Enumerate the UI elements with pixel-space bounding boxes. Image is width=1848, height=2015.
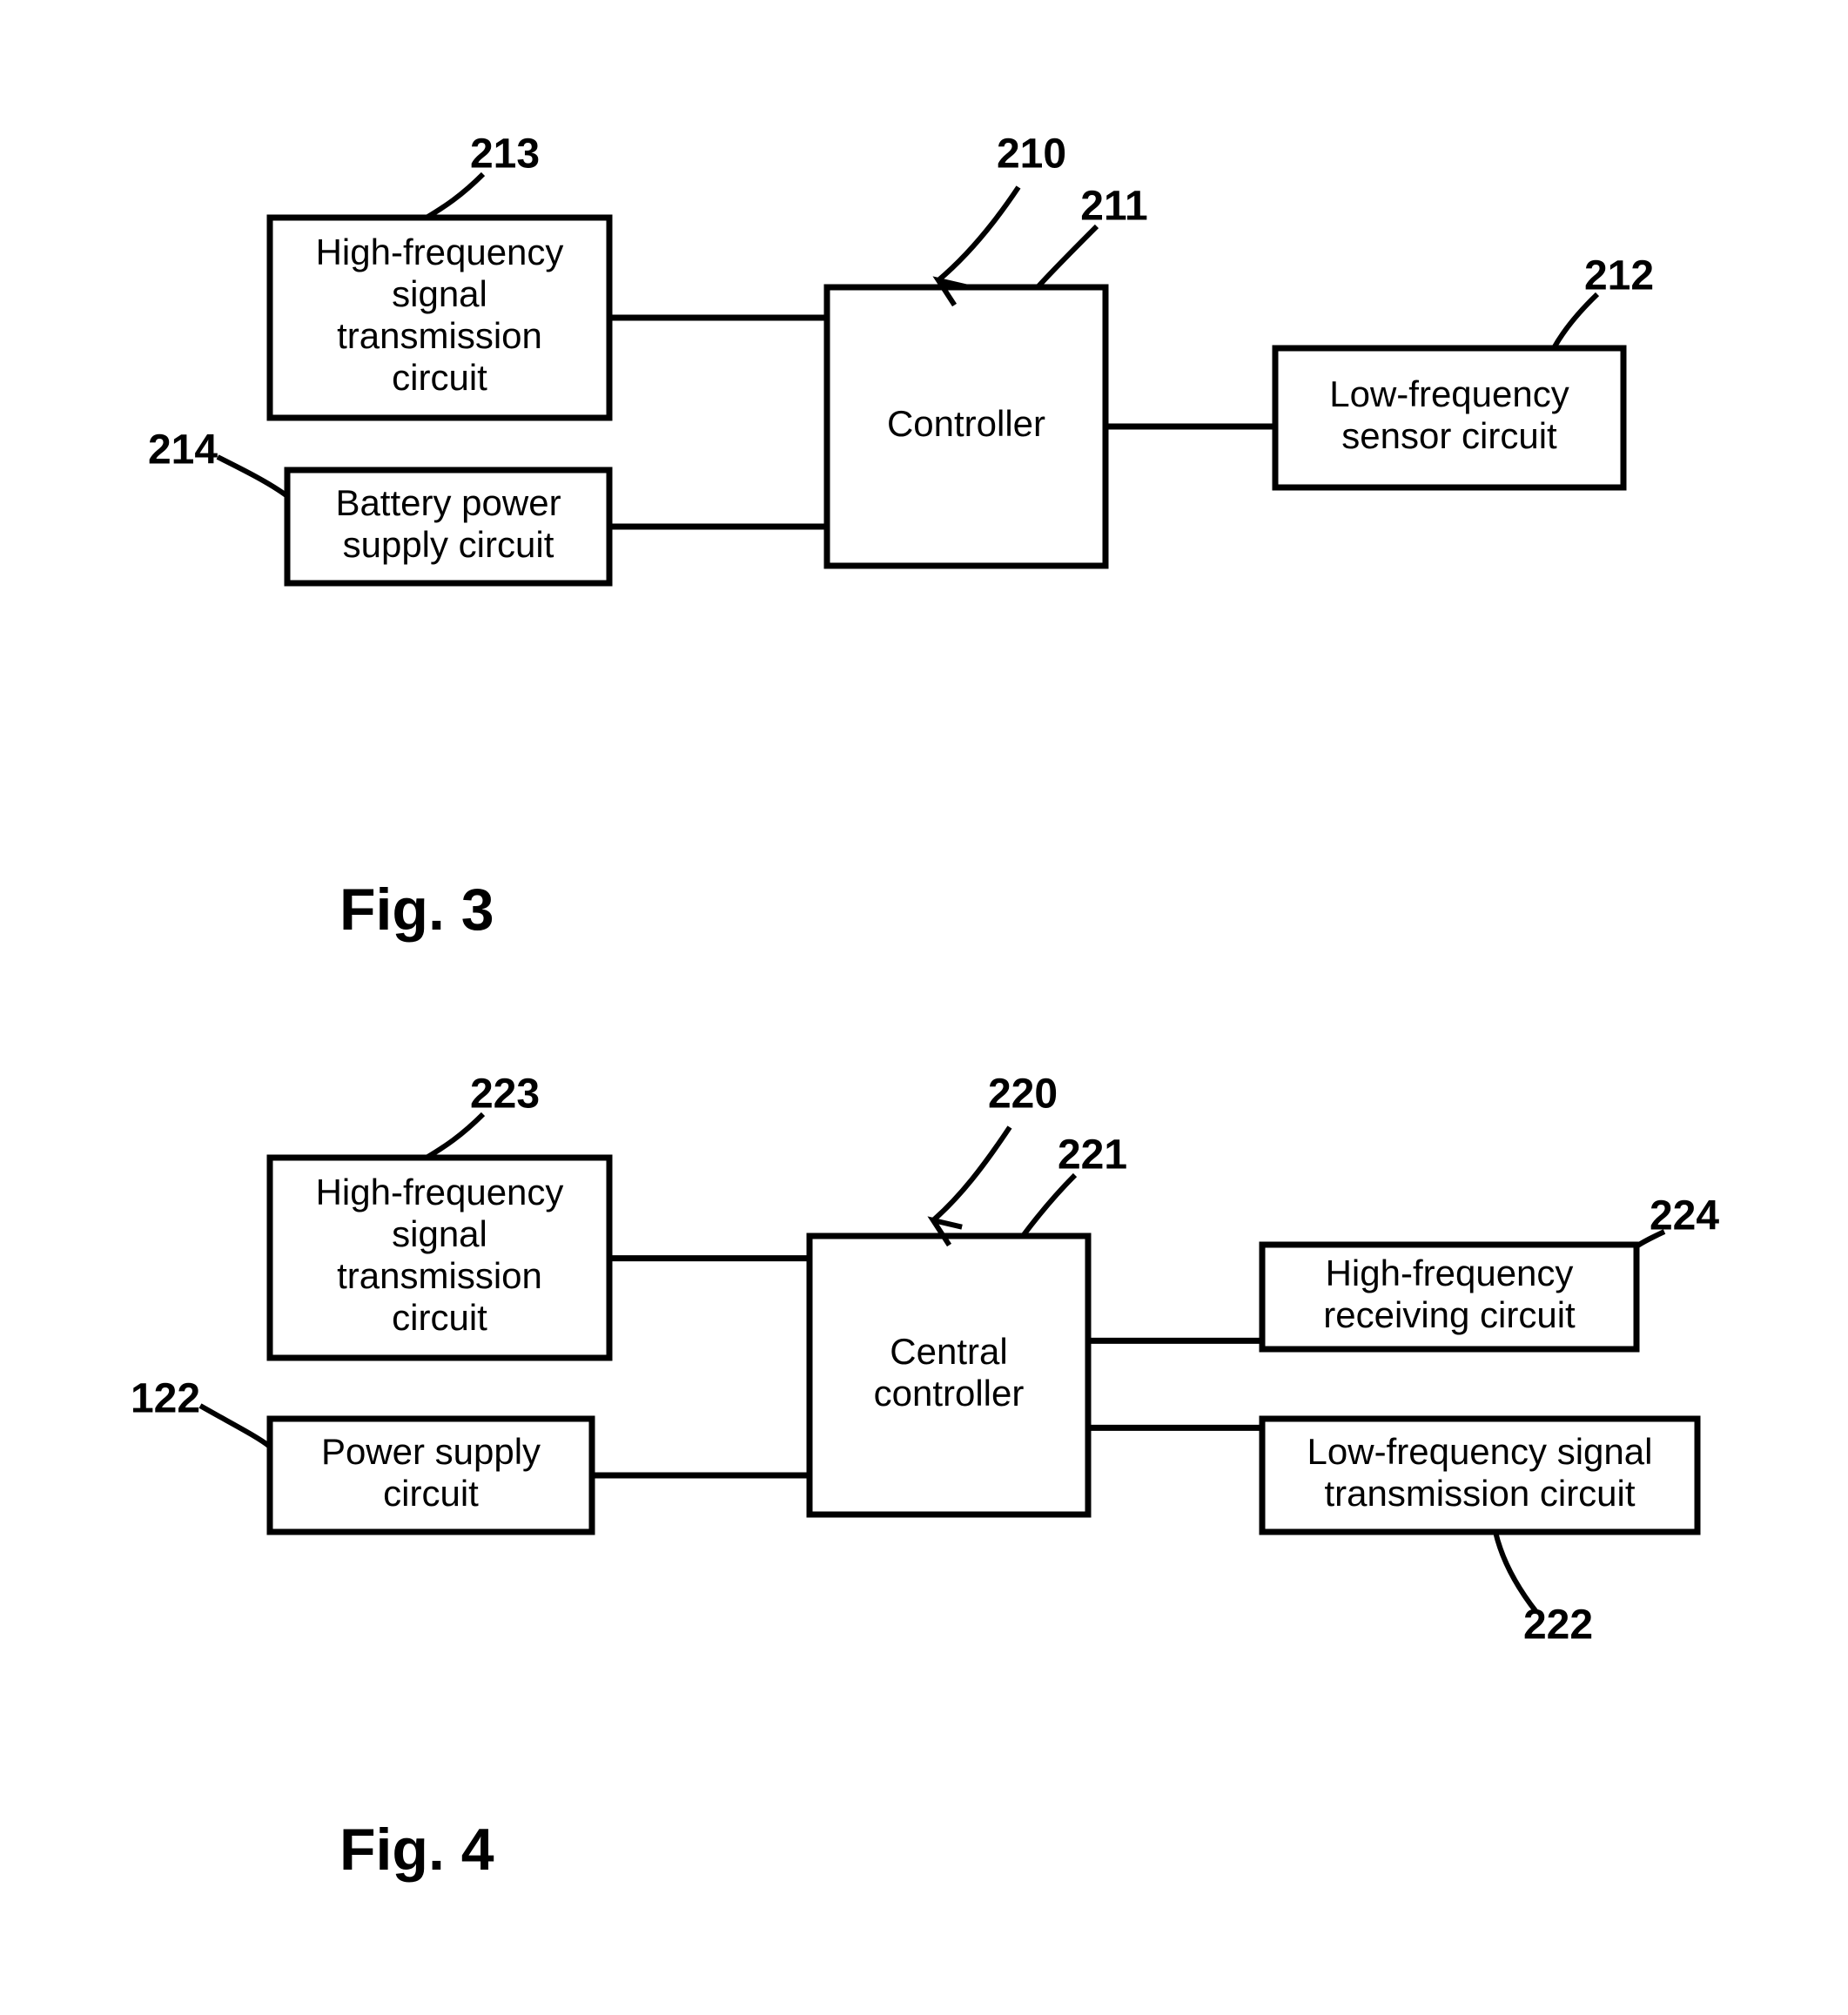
battery-label: supply circuit bbox=[343, 524, 554, 565]
controller-label: Controller bbox=[887, 403, 1045, 444]
hf_tx-label: High-frequency bbox=[316, 1172, 564, 1212]
hf_tx-label: transmission bbox=[337, 1255, 542, 1296]
central-label: Central bbox=[890, 1331, 1007, 1372]
lf_sensor-label: sensor circuit bbox=[1341, 415, 1557, 456]
hf_tx-label: signal bbox=[392, 1213, 487, 1254]
controller-ref: 211 bbox=[1080, 184, 1147, 230]
power-label: Power supply bbox=[321, 1431, 541, 1472]
hf_tx-label: circuit bbox=[392, 1297, 487, 1338]
central-label: controller bbox=[874, 1373, 1025, 1414]
group-ref: 220 bbox=[988, 1071, 1058, 1118]
group-ref: 210 bbox=[997, 131, 1066, 178]
battery-ref: 214 bbox=[148, 427, 218, 474]
lf_sensor-label: Low-frequency bbox=[1329, 373, 1569, 414]
figure-caption: Fig. 3 bbox=[339, 877, 494, 943]
power-ref: 122 bbox=[131, 1376, 200, 1422]
hf_tx-label: High-frequency bbox=[316, 232, 564, 272]
hf_tx-ref: 213 bbox=[470, 131, 540, 178]
power-label: circuit bbox=[383, 1473, 479, 1514]
hf_tx-label: signal bbox=[392, 273, 487, 314]
lf_tx-label: transmission circuit bbox=[1324, 1473, 1635, 1514]
hf_tx-label: circuit bbox=[392, 357, 487, 398]
figure-caption: Fig. 4 bbox=[339, 1817, 494, 1883]
hf_rx-label: High-frequency bbox=[1326, 1253, 1574, 1293]
lf_tx-label: Low-frequency signal bbox=[1307, 1431, 1653, 1472]
battery-label: Battery power bbox=[335, 482, 561, 523]
lf_sensor-ref: 212 bbox=[1584, 253, 1654, 299]
hf_tx-ref: 223 bbox=[470, 1071, 540, 1118]
hf_rx-label: receiving circuit bbox=[1323, 1294, 1576, 1335]
hf_tx-label: transmission bbox=[337, 315, 542, 356]
central-ref: 221 bbox=[1058, 1132, 1127, 1179]
